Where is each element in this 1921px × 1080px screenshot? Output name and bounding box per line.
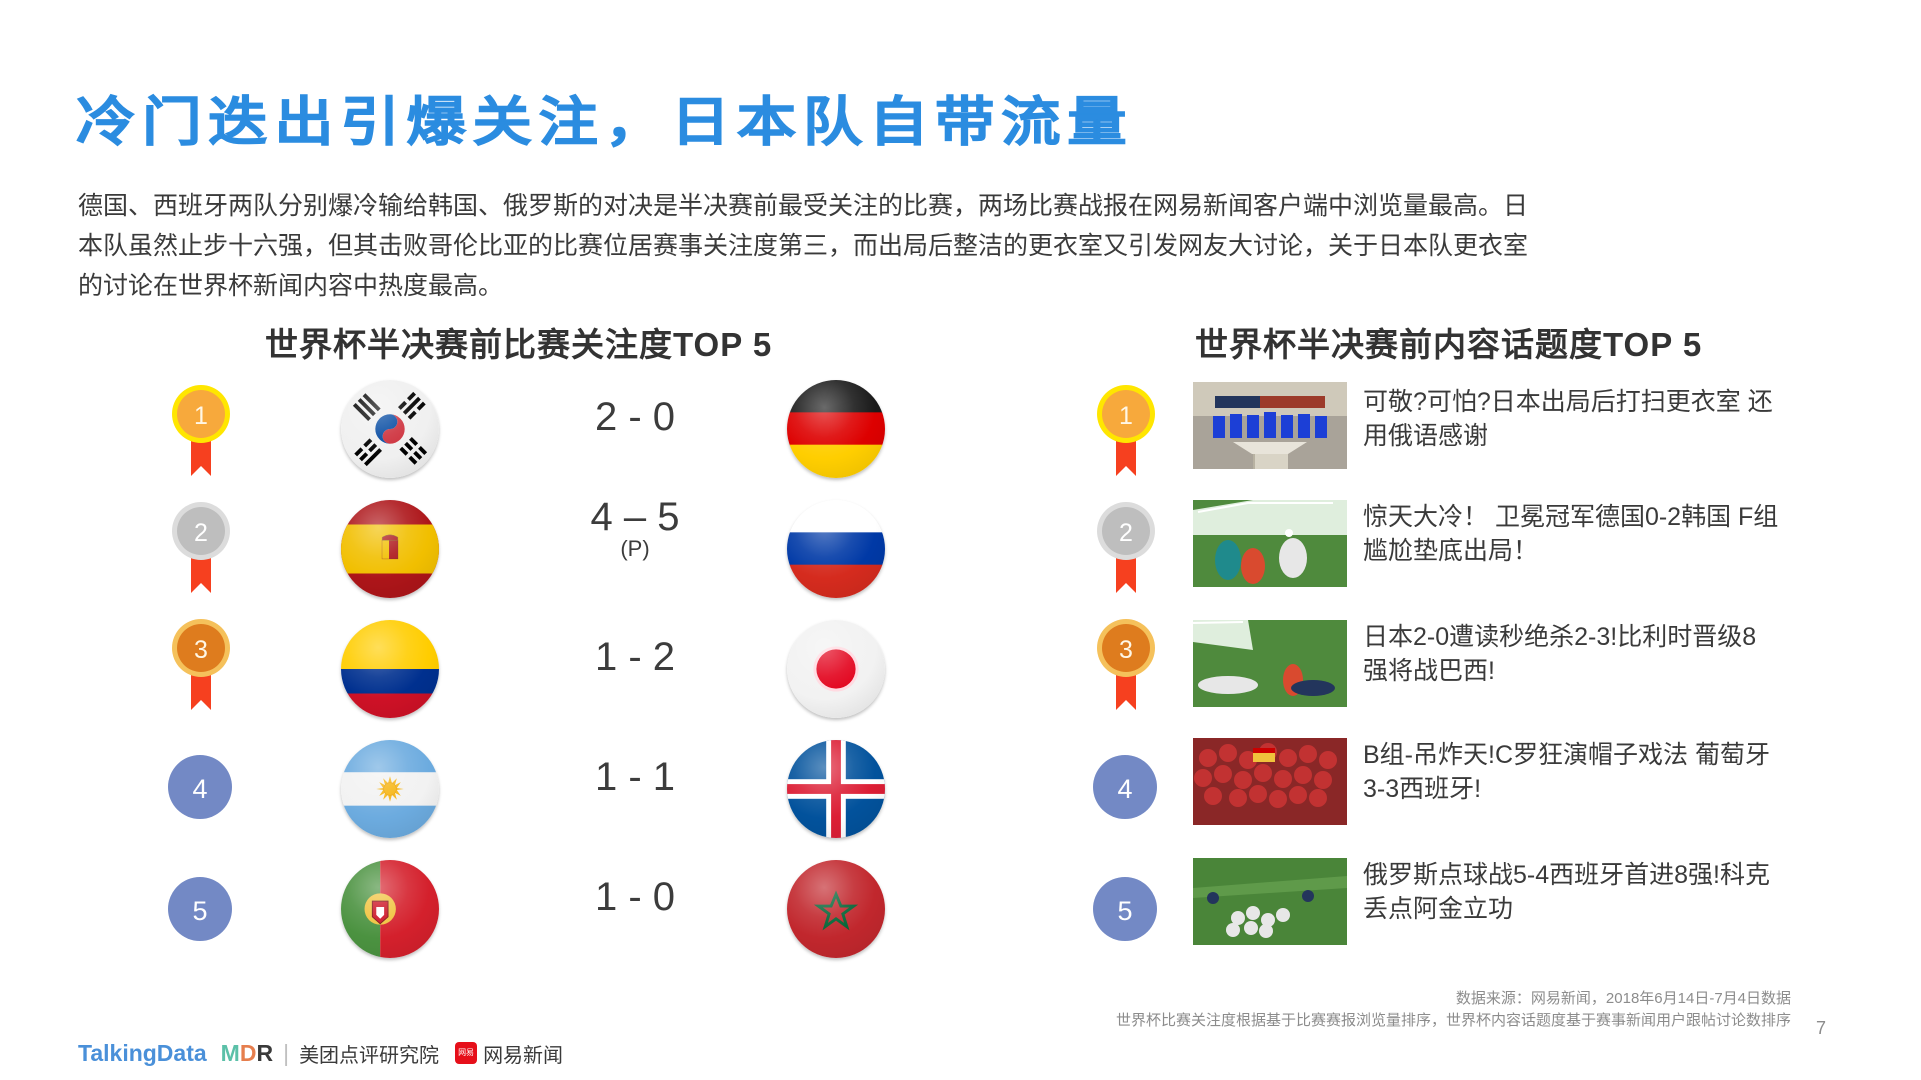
svg-text:5: 5 xyxy=(1117,896,1132,926)
svg-text:1: 1 xyxy=(194,402,208,430)
svg-text:1: 1 xyxy=(1119,402,1133,430)
svg-text:3: 3 xyxy=(1119,636,1133,664)
svg-text:2: 2 xyxy=(1119,519,1133,547)
svg-text:3: 3 xyxy=(194,636,208,664)
svg-text:5: 5 xyxy=(192,896,207,926)
svg-text:4: 4 xyxy=(1117,774,1132,804)
svg-text:4: 4 xyxy=(192,774,207,804)
svg-text:2: 2 xyxy=(194,519,208,547)
